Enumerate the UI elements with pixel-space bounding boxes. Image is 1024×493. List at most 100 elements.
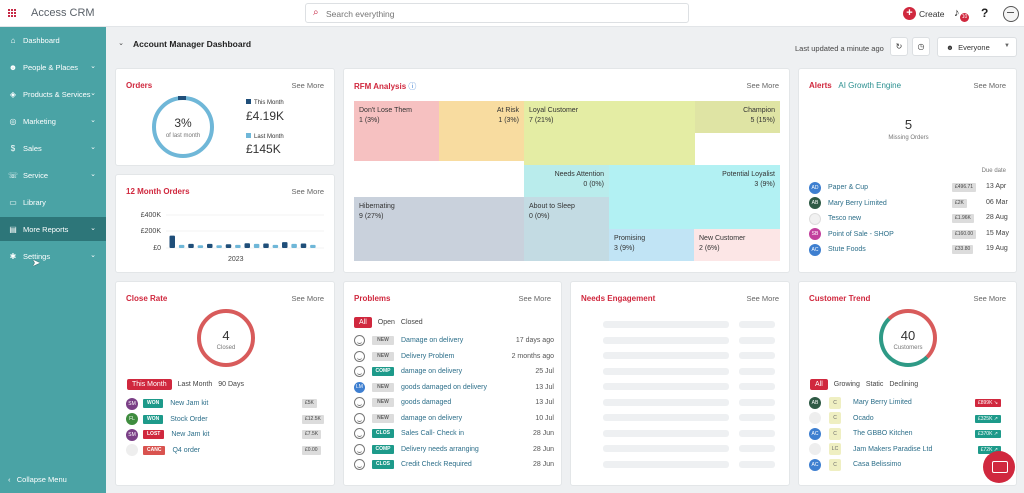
problem-name[interactable]: Damage on delivery <box>401 337 464 345</box>
sidebar-item-service[interactable]: ☏ Service ⌄ <box>0 163 106 187</box>
deal-row[interactable]: SM WON New Jam kit £5K <box>126 396 326 411</box>
problem-name[interactable]: goods damaged <box>401 399 452 407</box>
close-rate-filter-this-month[interactable]: This Month <box>127 379 172 390</box>
needs-engagement-see-more-link[interactable]: See More <box>746 294 779 303</box>
rfm-cell-champion[interactable]: Champion 5 (15%) <box>695 101 780 133</box>
problem-row[interactable]: LM NEW goods damaged on delivery 13 Jul <box>354 380 554 396</box>
bar-10[interactable] <box>253 243 260 248</box>
twelve-month-see-more-link[interactable]: See More <box>291 187 324 196</box>
user-avatar[interactable] <box>1003 6 1019 22</box>
alert-customer-name[interactable]: Stute Foods <box>828 246 866 253</box>
rfm-cell-promising[interactable]: Promising 3 (9%) <box>609 229 694 261</box>
create-button[interactable]: + Create <box>903 7 945 20</box>
customer-name[interactable]: Casa Belissimo <box>853 461 902 469</box>
problems-filter-open[interactable]: Open <box>377 319 395 326</box>
sidebar-item-dashboard[interactable]: ⌂ Dashboard <box>0 28 106 52</box>
rfm-cell-don-t-lose-them[interactable]: Don't Lose Them 1 (3%) <box>354 101 439 161</box>
rfm-cell-hibernating[interactable]: Hibernating 9 (27%) <box>354 197 524 261</box>
bar-3[interactable] <box>188 243 194 248</box>
rfm-cell-at-risk[interactable]: At Risk 1 (3%) <box>439 101 524 161</box>
problems-filter-closed[interactable]: Closed <box>400 319 423 326</box>
alert-customer-name[interactable]: Point of Sale - SHOP <box>828 230 894 238</box>
rfm-cell-new-customer[interactable]: New Customer 2 (6%) <box>694 229 780 261</box>
bar-1[interactable] <box>169 235 176 248</box>
scope-dropdown[interactable]: ☻ Everyone ▼ <box>937 37 1017 57</box>
alert-customer-name[interactable]: Mary Berry Limited <box>828 199 887 207</box>
deal-name[interactable]: Stock Order <box>170 415 208 423</box>
app-grid-icon[interactable] <box>8 9 17 18</box>
alert-customer-name[interactable]: Paper & Cup <box>828 184 869 191</box>
customer-name[interactable]: Jam Makers Paradise Ltd <box>853 445 933 453</box>
rfm-cell-about-to-sleep[interactable]: About to Sleep 0 (0%) <box>524 197 609 261</box>
problem-row[interactable]: CLOS Credit Check Required 28 Jun <box>354 457 554 473</box>
sidebar-item-sales[interactable]: $ Sales ⌄ <box>0 136 106 160</box>
customer-row[interactable]: AC C The GBBO Kitchen £370K ↗ <box>809 426 1009 442</box>
close-rate-see-more-link[interactable]: See More <box>291 294 324 303</box>
deal-name[interactable]: New Jam kit <box>170 400 209 407</box>
customer-row[interactable]: C Ocado £325K ↗ <box>809 411 1009 427</box>
customer-row[interactable]: LC Jam Makers Paradise Ltd £72K ↗ <box>809 442 1009 458</box>
problems-filter-all[interactable]: All <box>354 317 372 328</box>
close-rate-filter-last-month[interactable]: Last Month <box>177 381 213 388</box>
bar-14[interactable] <box>291 243 297 248</box>
chat-button[interactable] <box>983 451 1015 483</box>
rfm-cell-loyal-customer[interactable]: Loyal Customer 7 (21%) <box>524 101 695 165</box>
rfm-cell-needs-attention[interactable]: Needs Attention 0 (0%) <box>524 165 609 197</box>
help-icon[interactable]: ? <box>981 6 989 20</box>
problem-name[interactable]: Sales Call- Check in <box>401 430 465 438</box>
problem-row[interactable]: CLOS Sales Call- Check in 28 Jun <box>354 426 554 442</box>
problem-name[interactable]: goods damaged on delivery <box>401 383 488 391</box>
alerts-subtitle[interactable]: AI Growth Engine <box>838 81 902 90</box>
sidebar-item-people-places[interactable]: ☻ People & Places ⌄ <box>0 55 106 79</box>
customer-name[interactable]: Ocado <box>853 414 874 422</box>
problem-row[interactable]: NEW damage on delivery 10 Jul <box>354 411 554 427</box>
trend-filter-declining[interactable]: Declining <box>889 381 919 388</box>
bar-15[interactable] <box>300 243 307 248</box>
problem-name[interactable]: Credit Check Required <box>401 461 472 469</box>
trend-filter-all[interactable]: All <box>810 379 828 390</box>
deal-row[interactable]: SM LOST New Jam kit £7.5K <box>126 427 326 442</box>
trend-filter-static[interactable]: Static <box>865 381 884 388</box>
rfm-see-more-link[interactable]: See More <box>746 81 779 90</box>
bar-12[interactable] <box>272 244 279 248</box>
problem-row[interactable]: COMP Delivery needs arranging 28 Jun <box>354 442 554 458</box>
bar-13[interactable] <box>282 242 288 248</box>
bar-4[interactable] <box>197 245 204 248</box>
deal-row[interactable]: CANC Q4 order £0.00 <box>126 443 326 458</box>
customer-row[interactable]: AB C Mary Berry Limited £899K ↘ <box>809 395 1009 411</box>
problem-name[interactable]: Delivery needs arranging <box>401 445 479 453</box>
problem-name[interactable]: damage on delivery <box>401 368 463 376</box>
bar-8[interactable] <box>235 244 241 248</box>
sidebar-item-marketing[interactable]: ◎ Marketing ⌄ <box>0 109 106 133</box>
problem-name[interactable]: Delivery Problem <box>401 352 455 360</box>
info-icon[interactable]: ⓘ <box>408 82 417 91</box>
customer-trend-see-more-link[interactable]: See More <box>973 294 1006 303</box>
trend-filter-growing[interactable]: Growing <box>833 381 860 388</box>
alerts-see-more-link[interactable]: See More <box>973 81 1006 90</box>
chevron-down-icon[interactable]: ⌄ <box>118 40 124 47</box>
sidebar-item-more-reports[interactable]: ▤ More Reports ⌄ <box>0 217 106 241</box>
history-button[interactable]: ◷ <box>912 37 930 56</box>
sidebar-item-products-services[interactable]: ◈ Products & Services ⌄ <box>0 82 106 106</box>
customer-name[interactable]: Mary Berry Limited <box>853 399 912 407</box>
bar-5[interactable] <box>207 243 213 248</box>
deal-name[interactable]: Q4 order <box>172 446 201 454</box>
bar-2[interactable] <box>178 244 185 248</box>
notifications-button[interactable]: ♪ 10 <box>954 7 969 22</box>
close-rate-filter-90-days[interactable]: 90 Days <box>218 381 244 388</box>
problem-row[interactable]: NEW goods damaged 13 Jul <box>354 395 554 411</box>
alert-row[interactable]: AD Paper & Cup £496.71 13 Apr <box>809 180 1009 195</box>
alert-row[interactable]: AB Mary Berry Limited £2K 06 Mar <box>809 196 1009 211</box>
alert-customer-name[interactable]: Tesco new <box>828 215 862 222</box>
rfm-cell-potential-loyalist[interactable]: Potential Loyalist 3 (9%) <box>609 165 780 229</box>
problems-see-more-link[interactable]: See More <box>518 294 551 303</box>
alert-row[interactable]: Tesco new £1.96K 28 Aug <box>809 211 1009 226</box>
alert-row[interactable]: AC Stute Foods £33.80 19 Aug <box>809 242 1009 257</box>
orders-see-more-link[interactable]: See More <box>291 81 324 90</box>
deal-name[interactable]: New Jam kit <box>171 431 210 438</box>
refresh-button[interactable]: ↻ <box>890 37 908 56</box>
sidebar-item-library[interactable]: ▭ Library <box>0 190 106 214</box>
search-input[interactable] <box>326 7 676 20</box>
bar-6[interactable] <box>216 245 222 248</box>
